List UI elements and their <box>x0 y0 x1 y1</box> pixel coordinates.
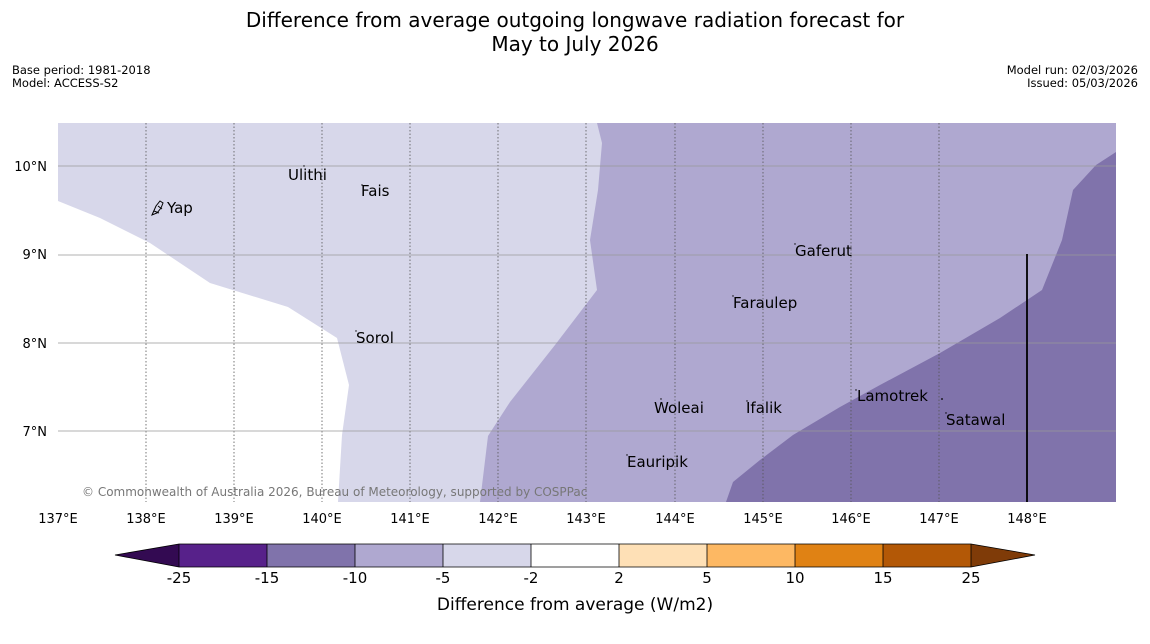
colorbar-segment <box>179 544 267 567</box>
place-label-sorol: Sorol <box>356 329 394 347</box>
colorbar-tick: -25 <box>167 569 192 587</box>
chart-title: Difference from average outgoing longwav… <box>0 8 1150 56</box>
colorbar-segment <box>707 544 795 567</box>
colorbar-segment <box>355 544 443 567</box>
colorbar-dividers <box>178 544 972 567</box>
island-dot <box>941 398 943 400</box>
model-run: Model run: 02/03/2026 <box>1006 63 1138 77</box>
place-label-satawal: Satawal <box>946 411 1005 429</box>
lat-label: 8°N <box>23 337 48 352</box>
colorbar-segment <box>531 544 619 567</box>
lon-labels: 137°E 138°E 139°E 140°E 141°E 142°E 143°… <box>38 512 1047 527</box>
base-period: Base period: 1981-2018 <box>12 63 151 77</box>
colorbar-extend-low <box>115 544 179 567</box>
place-label-ifalik: Ifalik <box>746 399 782 417</box>
lon-label: 137°E <box>38 512 78 527</box>
title-line-1: Difference from average outgoing longwav… <box>245 8 905 32</box>
yap-island <box>151 200 164 216</box>
lon-label: 139°E <box>214 512 254 527</box>
colorbar-tick: 5 <box>702 569 712 587</box>
place-label-lamotrek: Lamotrek <box>857 387 928 405</box>
colorbar-segment <box>795 544 883 567</box>
lon-label: 141°E <box>390 512 430 527</box>
island-dot <box>794 243 796 245</box>
colorbar-segment <box>267 544 355 567</box>
lon-label: 145°E <box>743 512 783 527</box>
lon-label: 148°E <box>1007 512 1047 527</box>
place-label-faraulep: Faraulep <box>733 294 797 312</box>
title-line-2: May to July 2026 <box>491 32 659 56</box>
lon-label: 144°E <box>655 512 695 527</box>
island-dot <box>355 330 357 332</box>
place-label-woleai: Woleai <box>654 399 704 417</box>
place-label-ulithi: Ulithi <box>288 166 327 184</box>
island-dot <box>945 412 947 414</box>
colorbar-tick: -2 <box>524 569 539 587</box>
meta-left: Base period: 1981-2018 Model: ACCESS-S2 <box>12 64 151 90</box>
island-dot <box>626 454 628 456</box>
colorbar-tick: 10 <box>785 569 804 587</box>
place-label-fais: Fais <box>361 182 390 200</box>
island-dot <box>732 295 734 297</box>
place-label-eauripik: Eauripik <box>627 453 688 471</box>
lat-label: 9°N <box>23 248 48 263</box>
island-dot <box>361 184 363 186</box>
meta-right: Model run: 02/03/2026 Issued: 05/03/2026 <box>1007 64 1138 90</box>
lon-label: 140°E <box>302 512 342 527</box>
gridlines <box>58 123 1116 502</box>
colorbar-segment <box>443 544 531 567</box>
place-label-gaferut: Gaferut <box>795 242 852 260</box>
colorbar-segment <box>883 544 971 567</box>
lat-label: 7°N <box>23 425 48 440</box>
island-dot <box>303 165 305 167</box>
lon-label: 142°E <box>478 512 518 527</box>
copyright-credit: © Commonwealth of Australia 2026, Bureau… <box>82 485 587 499</box>
colorbar-label: Difference from average (W/m2) <box>437 595 713 615</box>
map-area: Ulithi Fais Yap Gaferut Faraulep Sorol L… <box>58 123 1116 502</box>
lon-label: 146°E <box>831 512 871 527</box>
colorbar-tick: -15 <box>255 569 280 587</box>
colorbar-tick: 2 <box>614 569 624 587</box>
model-name: Model: ACCESS-S2 <box>12 76 119 90</box>
lon-label: 143°E <box>566 512 606 527</box>
island-dot <box>660 398 662 400</box>
colorbar-tick: -5 <box>436 569 451 587</box>
lat-label: 10°N <box>14 160 47 175</box>
colorbar-tick: 25 <box>961 569 980 587</box>
colorbar: -25 -15 -10 -5 -2 2 5 10 15 25 Differenc… <box>114 543 1036 615</box>
place-label-yap: Yap <box>166 199 193 217</box>
lon-label: 147°E <box>919 512 959 527</box>
anomaly-band-m15-m10 <box>726 152 1116 502</box>
island-dot <box>746 400 748 402</box>
issued-date: Issued: 05/03/2026 <box>1027 76 1138 90</box>
colorbar-tick: -10 <box>343 569 368 587</box>
island-dots <box>303 165 947 456</box>
lon-label: 138°E <box>126 512 166 527</box>
island-dot <box>855 389 857 391</box>
colorbar-tick: 15 <box>873 569 892 587</box>
lat-labels: 10°N 9°N 8°N 7°N <box>14 160 47 440</box>
colorbar-segment <box>619 544 707 567</box>
colorbar-extend-high <box>971 544 1035 567</box>
